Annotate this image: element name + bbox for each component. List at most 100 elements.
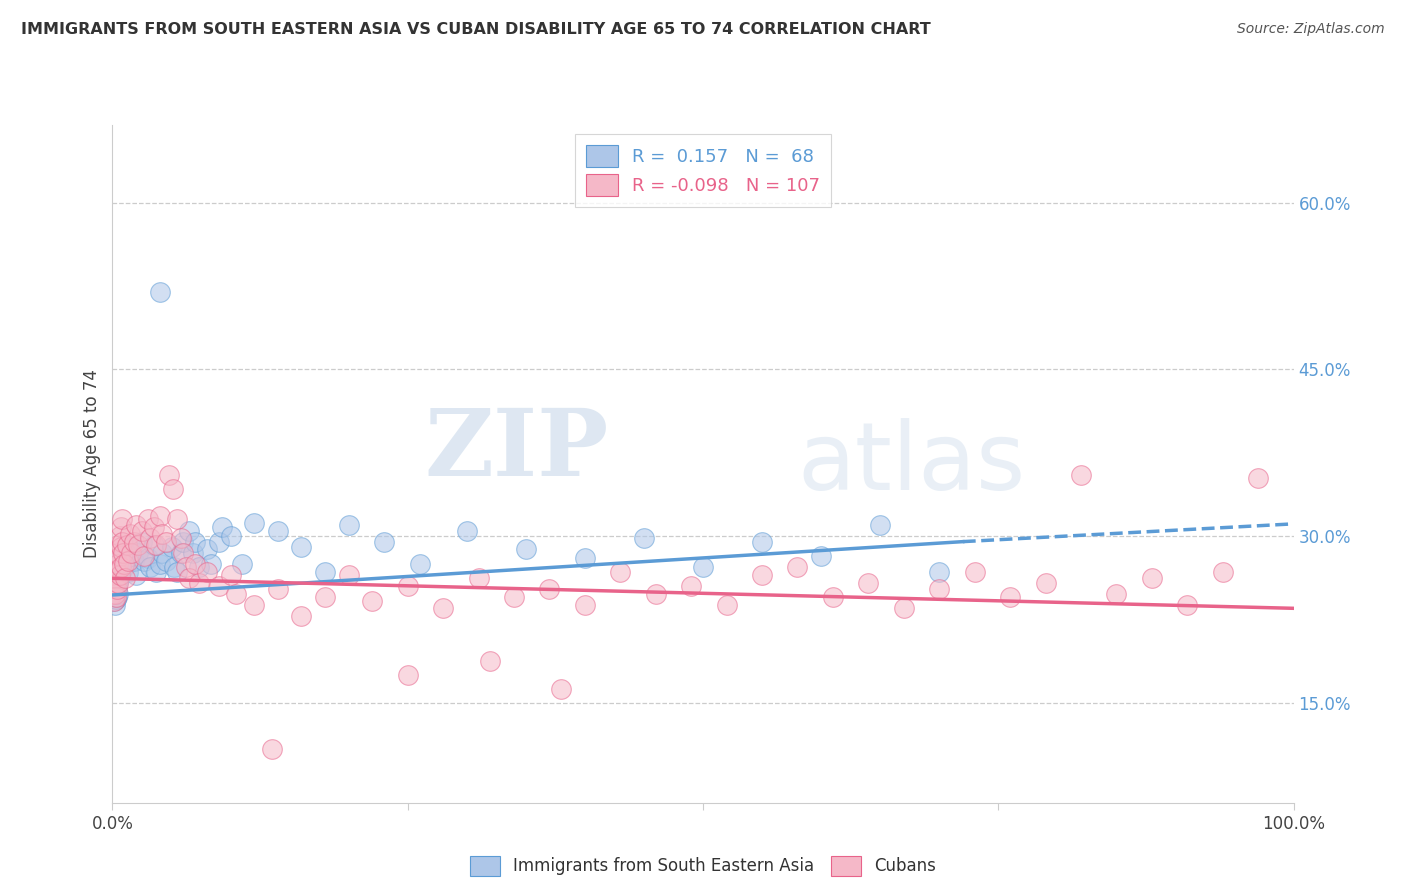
Point [396, 668, 419, 682]
Point [1070, 467, 1092, 482]
Point [112, 546, 135, 560]
Point [503, 591, 526, 605]
Point [751, 568, 773, 582]
Point [107, 557, 129, 571]
Point [574, 551, 596, 566]
Point [260, 742, 283, 756]
Point [869, 518, 891, 533]
Point [149, 509, 172, 524]
Point [105, 582, 128, 597]
Point [139, 560, 162, 574]
Point [1140, 571, 1163, 585]
Point [893, 601, 915, 615]
Point [112, 557, 135, 571]
Point [108, 570, 131, 584]
Point [408, 557, 430, 571]
Point [211, 520, 233, 534]
Point [104, 587, 127, 601]
Point [120, 526, 142, 541]
Point [1175, 598, 1198, 612]
Point [120, 540, 142, 554]
Point [104, 587, 127, 601]
Point [105, 568, 128, 582]
Point [127, 538, 149, 552]
Point [179, 571, 201, 585]
Point [110, 551, 132, 566]
Point [821, 591, 844, 605]
Point [136, 512, 159, 526]
Point [103, 579, 125, 593]
Point [998, 591, 1021, 605]
Point [105, 565, 128, 579]
Point [112, 546, 135, 560]
Point [479, 654, 502, 668]
Point [538, 582, 561, 597]
Point [644, 587, 666, 601]
Point [117, 565, 139, 579]
Legend: Immigrants from South Eastern Asia, Cubans: Immigrants from South Eastern Asia, Cuba… [463, 849, 943, 882]
Point [467, 571, 489, 585]
Point [751, 534, 773, 549]
Point [162, 483, 184, 497]
Point [108, 529, 131, 543]
Point [103, 575, 125, 590]
Y-axis label: Disability Age 65 to 74: Disability Age 65 to 74 [83, 369, 101, 558]
Point [101, 591, 124, 605]
Point [187, 560, 209, 574]
Point [114, 571, 136, 585]
Point [574, 598, 596, 612]
Point [858, 575, 880, 590]
Point [104, 560, 127, 574]
Point [681, 579, 703, 593]
Point [170, 546, 193, 560]
Point [155, 553, 177, 567]
Point [928, 565, 950, 579]
Point [160, 540, 183, 554]
Point [172, 534, 194, 549]
Point [108, 557, 131, 571]
Point [243, 598, 266, 612]
Point [105, 565, 128, 579]
Point [150, 546, 173, 560]
Point [110, 540, 132, 554]
Point [195, 542, 218, 557]
Text: IMMIGRANTS FROM SOUTH EASTERN ASIA VS CUBAN DISABILITY AGE 65 TO 74 CORRELATION : IMMIGRANTS FROM SOUTH EASTERN ASIA VS CU… [21, 22, 931, 37]
Point [150, 526, 173, 541]
Point [337, 518, 360, 533]
Point [179, 524, 201, 538]
Point [105, 582, 128, 597]
Text: Source: ZipAtlas.com: Source: ZipAtlas.com [1237, 22, 1385, 37]
Point [105, 591, 128, 605]
Point [103, 593, 125, 607]
Point [122, 534, 145, 549]
Point [208, 579, 231, 593]
Point [103, 568, 125, 582]
Point [115, 557, 138, 571]
Point [174, 560, 197, 574]
Point [149, 557, 172, 571]
Point [314, 565, 336, 579]
Point [112, 560, 135, 574]
Point [125, 568, 148, 582]
Point [633, 531, 655, 545]
Point [101, 587, 124, 601]
Point [105, 562, 128, 576]
Point [105, 579, 128, 593]
Point [786, 560, 808, 574]
Point [163, 560, 186, 574]
Point [110, 520, 132, 534]
Point [692, 560, 714, 574]
Point [125, 518, 148, 533]
Point [208, 534, 231, 549]
Point [195, 565, 218, 579]
Point [103, 584, 125, 599]
Point [110, 560, 132, 574]
Point [810, 549, 832, 563]
Point [120, 549, 142, 563]
Point [105, 571, 128, 585]
Point [609, 565, 631, 579]
Point [290, 540, 312, 554]
Point [107, 538, 129, 552]
Point [105, 592, 128, 607]
Point [716, 598, 738, 612]
